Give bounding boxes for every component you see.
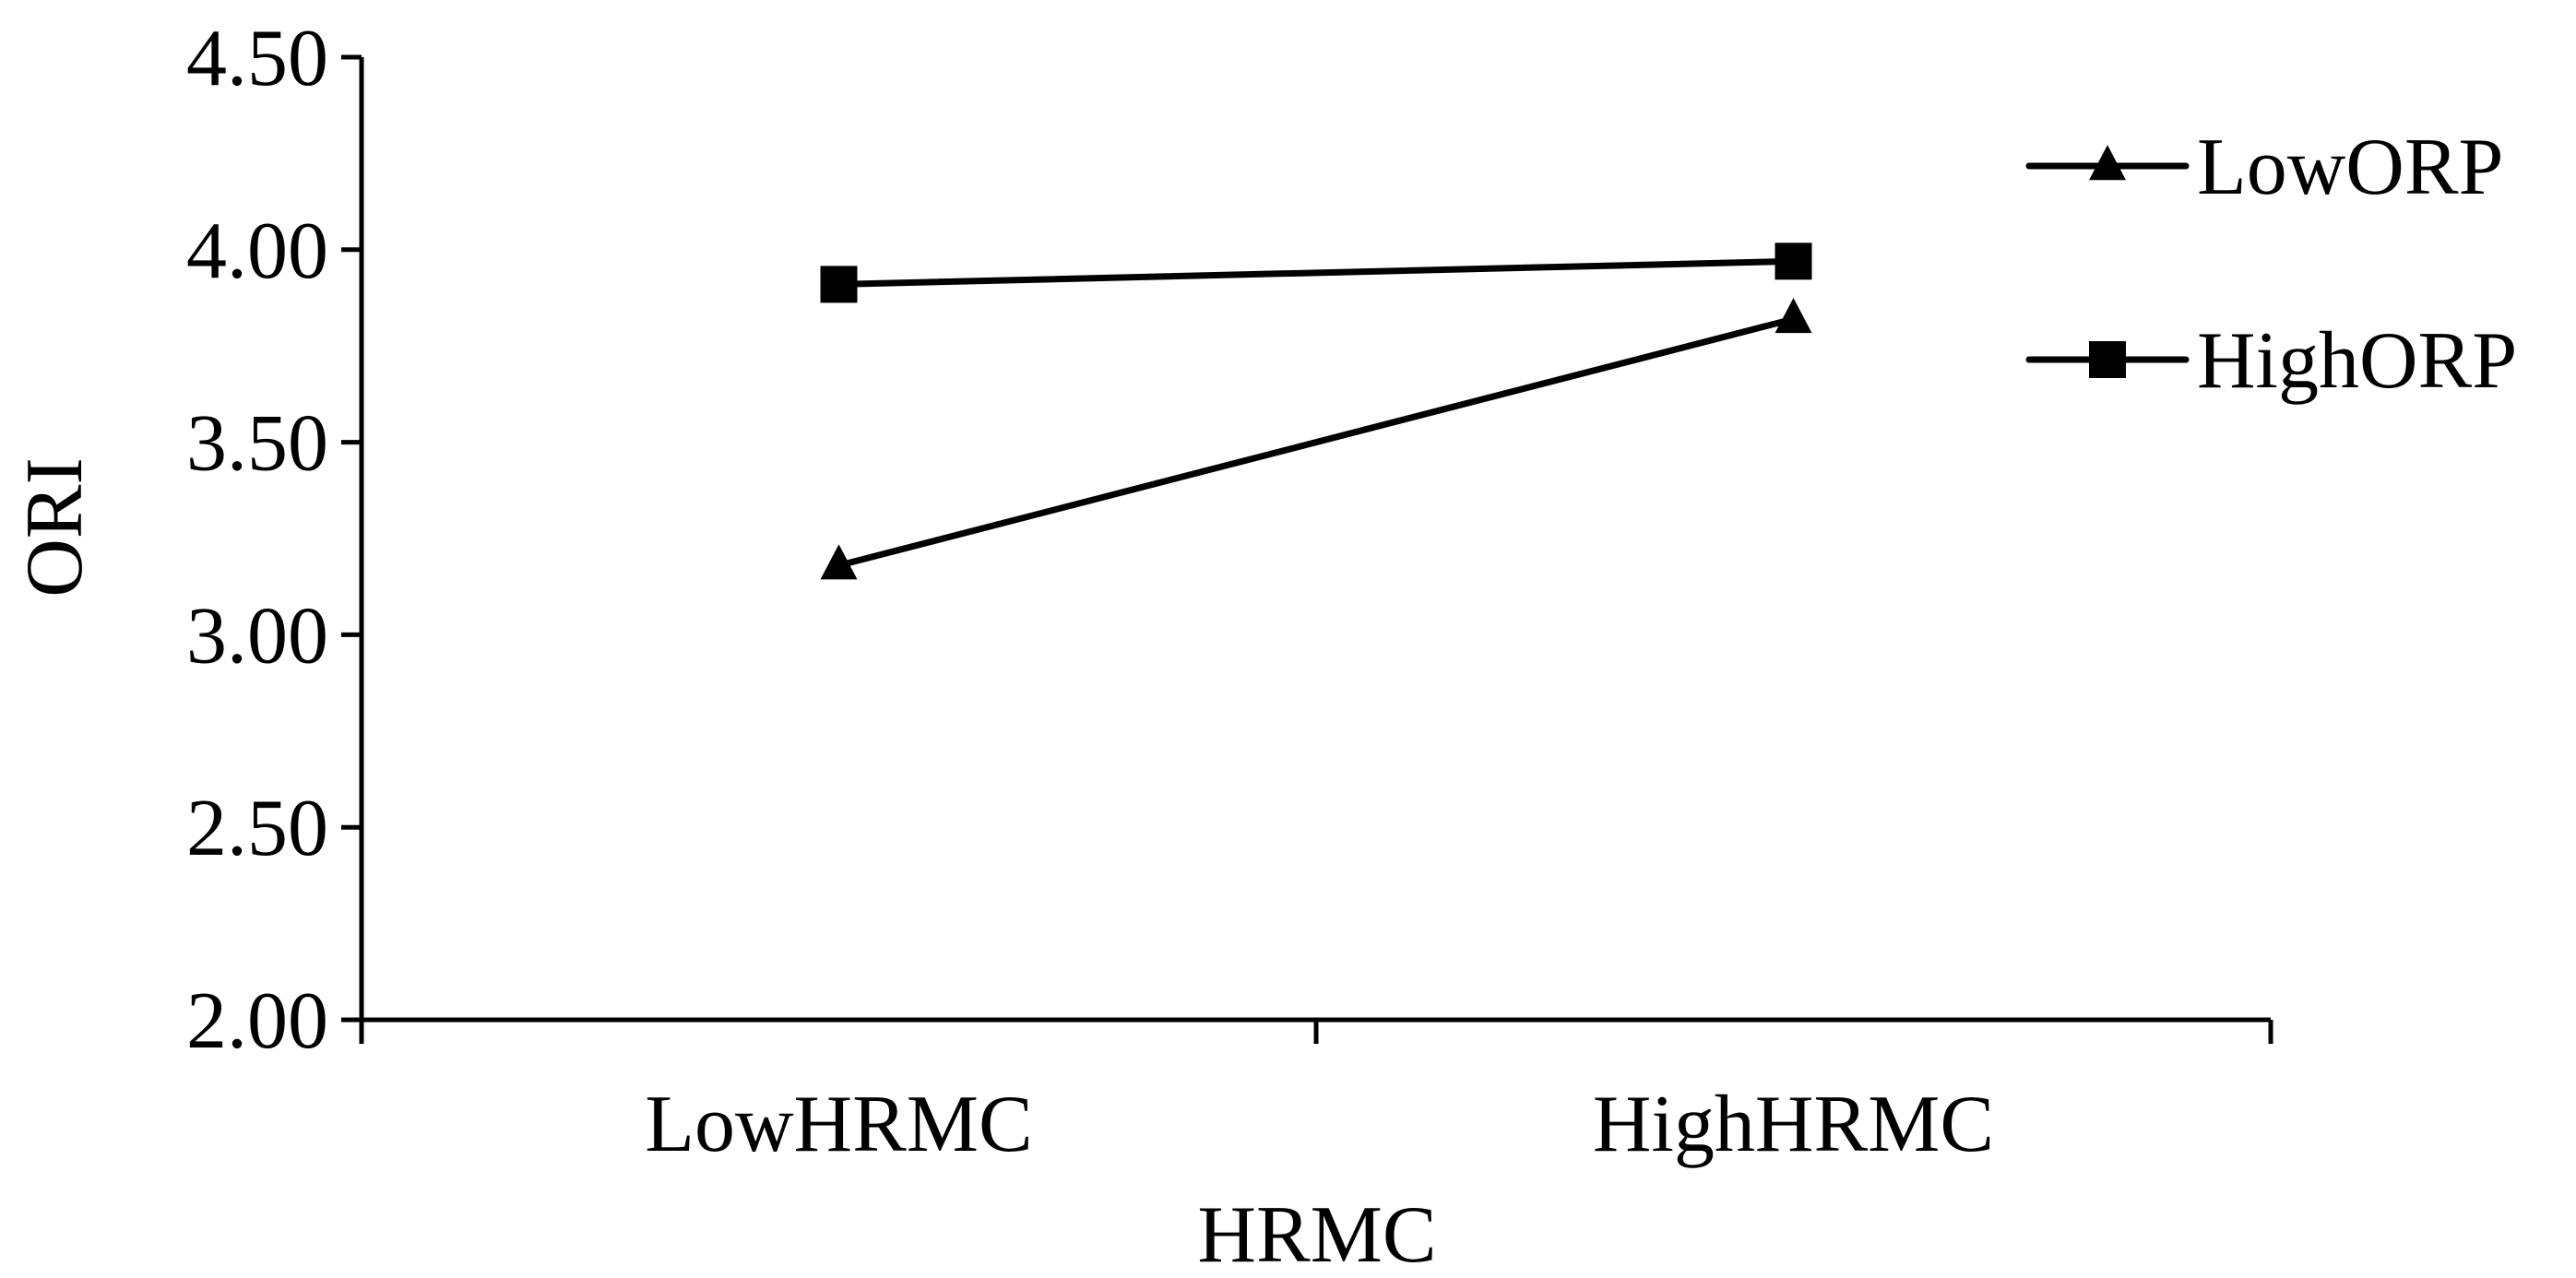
y-tick-label: 3.50 (186, 399, 328, 489)
y-tick-label: 4.00 (186, 207, 328, 296)
legend-item: HighORP (2025, 316, 2517, 406)
y-axis-label: ORI (10, 457, 100, 598)
series-loworp (820, 298, 1812, 580)
legend-label: LowORP (2197, 123, 2504, 212)
legend-item: LowORP (2025, 123, 2504, 212)
data-point-triangle (1775, 298, 1812, 334)
y-tick-label: 3.00 (186, 591, 328, 680)
data-point-square (820, 266, 858, 303)
data-point-triangle (820, 544, 858, 580)
y-tick-label: 2.50 (186, 784, 328, 873)
x-tick-label: LowHRMC (645, 1080, 1033, 1169)
series-line (836, 315, 1797, 569)
data-point-square (1775, 243, 1812, 280)
x-axis-label: HRMC (1197, 1190, 1436, 1278)
series-line (836, 257, 1797, 288)
y-tick-label: 4.50 (186, 14, 328, 103)
legend-marker-square (2089, 341, 2126, 378)
series-layer (820, 243, 1812, 580)
legend: LowORP HighORP (2025, 123, 2517, 406)
series-highorp (820, 243, 1812, 303)
x-tick-label: HighHRMC (1593, 1080, 1994, 1169)
x-axis: LowHRMC HighHRMC (359, 1017, 2273, 1169)
y-axis: 2.00 2.50 3.00 3.50 4.00 4.50 (186, 14, 364, 1066)
y-tick-label: 2.00 (186, 976, 328, 1066)
legend-label: HighORP (2197, 316, 2517, 406)
legend-marker-triangle (2089, 145, 2126, 181)
